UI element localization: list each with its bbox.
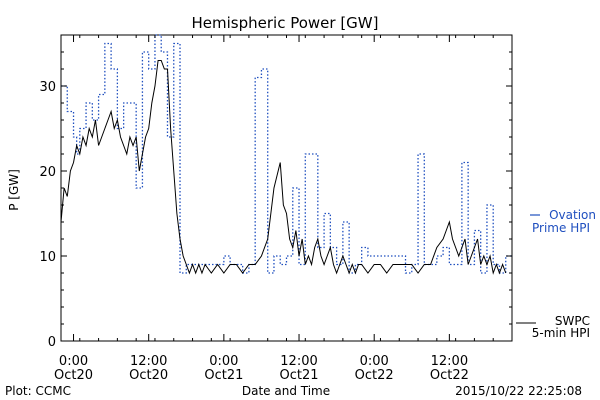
x-tick-time-1: 12:00 (130, 354, 167, 369)
legend-swpc: SWPC 5-min HPI (516, 314, 590, 340)
y-tick-label-20: 20 (39, 165, 56, 180)
y-tick-label-30: 30 (39, 80, 56, 95)
x-tick-time-0: 0:00 (59, 354, 88, 369)
legend-ovation: Ovation Prime HPI (530, 208, 596, 235)
x-tick-date-1: Oct20 (129, 368, 168, 383)
x-tick-time-3: 12:00 (280, 354, 317, 369)
y-tick-label-0: 0 (48, 335, 56, 350)
x-tick-date-2: Oct21 (204, 368, 243, 383)
swpc-line (60, 60, 507, 275)
legend-ovation-line1: Ovation (549, 208, 596, 222)
footer-plot-credit: Plot: CCMC (5, 384, 71, 398)
x-tick-date-0: Oct20 (54, 368, 93, 383)
x-tick-time-5: 12:00 (431, 354, 468, 369)
x-axis: 0:00Oct2012:00Oct200:00Oct2112:00Oct210:… (54, 35, 513, 383)
footer-timestamp: 2015/10/22 22:25:08 (455, 384, 582, 398)
y-tick-label-10: 10 (39, 250, 56, 265)
x-tick-time-2: 0:00 (209, 354, 238, 369)
legend-swpc-line1: SWPC (555, 314, 590, 328)
x-tick-date-4: Oct22 (355, 368, 394, 383)
y-axis-label: P [GW] (7, 169, 21, 211)
legend-ovation-line2: Prime HPI (532, 221, 590, 235)
y-axis: 0 10 20 30 (39, 51, 512, 350)
x-tick-time-4: 0:00 (360, 354, 389, 369)
x-tick-date-3: Oct21 (280, 368, 319, 383)
plot-area (60, 34, 513, 342)
series-swpc-5min-hpi (60, 60, 507, 275)
x-tick-date-5: Oct22 (430, 368, 469, 383)
x-axis-label: Date and Time (242, 384, 330, 398)
legend-swpc-line2: 5-min HPI (532, 326, 590, 340)
chart-title: Hemispheric Power [GW] (192, 14, 379, 32)
plot-frame (60, 34, 513, 342)
